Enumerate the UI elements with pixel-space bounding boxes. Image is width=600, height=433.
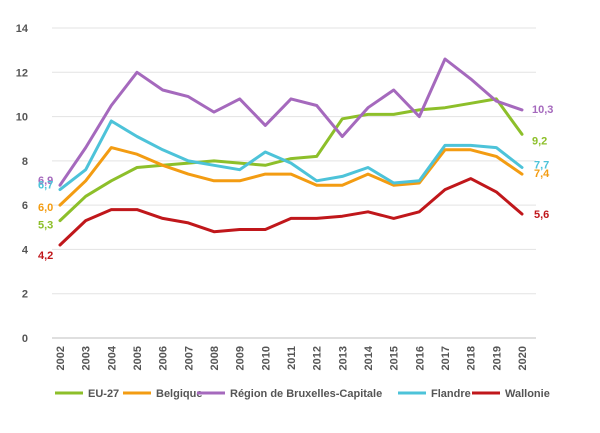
- y-tick-label: 0: [22, 333, 28, 345]
- y-tick-label: 6: [22, 200, 28, 212]
- legend-label: Wallonie: [505, 388, 550, 400]
- end-value-label: 9,2: [532, 135, 547, 147]
- x-tick-label: 2003: [81, 346, 93, 370]
- y-tick-label: 2: [22, 289, 28, 301]
- x-tick-label: 2012: [312, 346, 324, 370]
- data-labels: 5,3 9,2 6,0 7,4 6,9 10,3 6,7 7,7 4,2 5,6: [38, 104, 553, 262]
- legend-label: EU-27: [88, 388, 119, 400]
- end-value-label: 7,4: [534, 168, 550, 180]
- x-tick-label: 2011: [286, 346, 298, 370]
- x-tick-label: 2005: [132, 346, 144, 370]
- legend: EU-27 Belgique Région de Bruxelles-Capital…: [55, 388, 550, 400]
- y-tick-label: 12: [16, 67, 28, 79]
- series-line-2: [58, 57, 524, 187]
- x-tick-label: 2010: [260, 346, 272, 370]
- series-lines: [58, 57, 524, 247]
- axes: 0 2 4 6 8 10 12 14 2002 2003 2004 2005 2006 2007 2008 2…: [16, 23, 536, 370]
- legend-label: Flandre: [431, 388, 471, 400]
- series-line-1: [58, 146, 524, 207]
- end-value-label: 10,3: [532, 104, 553, 116]
- x-tick-label: 2004: [106, 345, 118, 370]
- x-tick-label: 2008: [209, 346, 221, 370]
- y-tick-label: 10: [16, 112, 28, 124]
- x-tick-label: 2016: [414, 346, 426, 370]
- end-value-label: 5,6: [534, 209, 549, 221]
- y-tick-label: 8: [22, 156, 28, 168]
- y-tick-label: 14: [16, 23, 29, 35]
- x-tick-label: 2017: [440, 346, 452, 370]
- legend-label: Belgique: [156, 388, 202, 400]
- series-line-3: [58, 119, 524, 192]
- x-tick-label: 2007: [183, 346, 195, 370]
- start-value-label: 5,3: [38, 220, 53, 232]
- start-value-label: 6,7: [38, 180, 53, 192]
- x-tick-label: 2013: [337, 346, 349, 370]
- x-tick-label: 2014: [363, 345, 375, 370]
- x-tick-label: 2015: [389, 346, 401, 370]
- x-tick-label: 2020: [517, 346, 529, 370]
- x-tick-label: 2006: [158, 346, 170, 370]
- start-value-label: 4,2: [38, 250, 53, 262]
- grid: [52, 27, 536, 339]
- y-tick-label: 4: [22, 244, 29, 256]
- x-tick-label: 2018: [466, 346, 478, 370]
- x-tick-label: 2009: [235, 346, 247, 370]
- series-line-4: [58, 177, 524, 247]
- end-value-label: 7,7: [534, 160, 549, 172]
- x-tick-label: 2002: [55, 346, 67, 370]
- start-value-label: 6,0: [38, 202, 53, 214]
- x-tick-label: 2019: [491, 346, 503, 370]
- series-line-0: [58, 97, 524, 223]
- start-value-label: 6,9: [38, 175, 53, 187]
- legend-label: Région de Bruxelles-Capitale: [230, 388, 382, 400]
